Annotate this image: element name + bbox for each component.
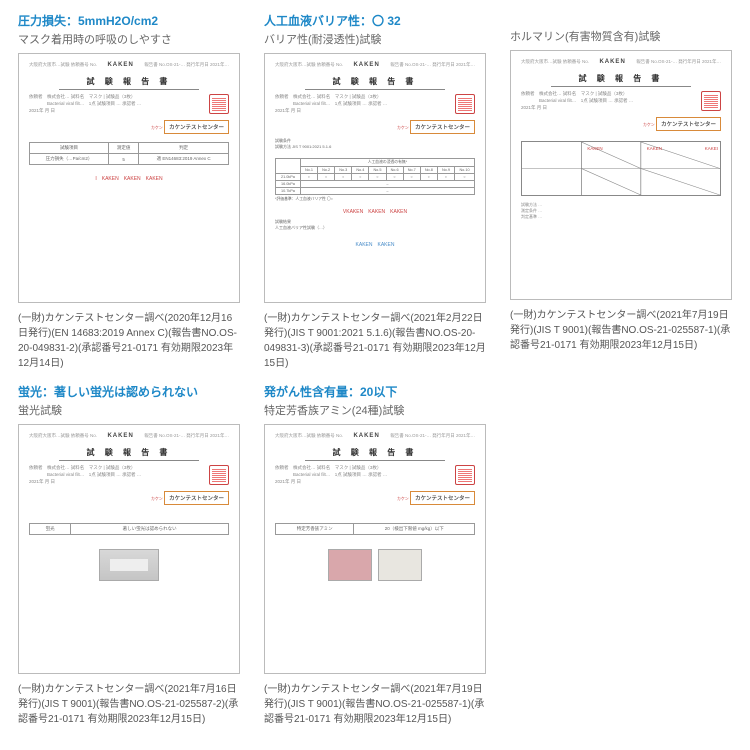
card-subtitle: バリア性(耐浸透性)試験 — [264, 31, 486, 47]
rpt-title: 試 験 報 告 書 — [275, 447, 475, 458]
result-table: 蛍光著しい蛍光は認められない — [29, 523, 229, 535]
sample-photo-white — [378, 549, 422, 581]
rpt-hdr-l: 大阪府大阪市…試験 依頼番号 No. — [29, 433, 97, 439]
note: *評価基準：人工血液バリア性 〇○ — [275, 197, 475, 202]
rpt-title: 試 験 報 告 書 — [29, 447, 229, 458]
card-pressure-loss: 圧力損失：5mmH2O/cm2 マスク着用時の呼吸のしやすさ 大阪府大阪市…試験… — [18, 12, 240, 371]
card-fluorescence: 蛍光：著しい蛍光は認められない 蛍光試験 大阪府大阪市…試験 依頼番号 No. K… — [18, 383, 240, 727]
caption: (一財)カケンテストセンター調べ(2021年7月19日発行)(JIS T 900… — [264, 682, 486, 727]
rpt-meta: 依頼者 株式会社… 試料名 マスク | 試験品（3枚） Bacterial vi… — [29, 94, 145, 114]
card-blood-barrier: 人工血液バリア性：〇 32 バリア性(耐浸透性)試験 大阪府大阪市…試験 依頼番… — [264, 12, 486, 371]
sample-photo-pink — [328, 549, 372, 581]
seal-icon — [455, 94, 475, 114]
card-title: 発がん性含有量：20以下 — [264, 383, 486, 400]
card-formalin: ホルマリン(有害物質含有)試験 大阪府大阪市…試験 依頼番号 No. KAKEN 報… — [510, 12, 732, 371]
report-sheet: 大阪府大阪市…試験 依頼番号 No. KAKEN 報告書 No.OS-21-… 発行… — [264, 53, 486, 303]
org-box: カケンテストセンター — [410, 491, 475, 505]
org-box: カケンテストセンター — [164, 491, 229, 505]
report-grid: 圧力損失：5mmH2O/cm2 マスク着用時の呼吸のしやすさ 大阪府大阪市…試験… — [18, 12, 732, 727]
rpt-title: 試 験 報 告 書 — [29, 76, 229, 87]
card-title: 蛍光：著しい蛍光は認められない — [18, 383, 240, 400]
blue-line: KAKEN KAKEN — [275, 241, 475, 248]
stamp-sm: カケン — [151, 125, 163, 131]
rpt-hdr-r: 報告書 No.OS-21-… 発行年月日 2021年… — [390, 433, 475, 439]
rpt-title: 試 験 報 告 書 — [521, 73, 721, 84]
note: 試験方法 …測定条件 …判定基準 … — [521, 202, 721, 220]
red-line: I KAKEN KAKEN KAKEN — [29, 175, 229, 182]
org-box: カケンテストセンター — [164, 120, 229, 134]
stamp-sm: カケン — [151, 496, 163, 502]
rpt-hdr-r: 報告書 No.OS-21-… 発行年月日 2021年… — [636, 59, 721, 65]
note2: 試験結果人工血液バリア性試験（…） — [275, 219, 475, 231]
rpt-meta: 依頼者 株式会社… 試料名 マスク | 試験品（3枚） Bacterial vi… — [275, 94, 391, 114]
card-subtitle: 蛍光試験 — [18, 402, 240, 418]
rpt-title: 試 験 報 告 書 — [275, 76, 475, 87]
caption: (一財)カケンテストセンター調べ(2021年7月19日発行)(JIS T 900… — [510, 308, 732, 353]
rpt-meta: 依頼者 株式会社… 試料名 マスク | 試験品（3枚） Bacterial vi… — [29, 465, 145, 485]
seal-icon — [209, 465, 229, 485]
rpt-hdr-r: 報告書 No.OS-21-… 発行年月日 2021年… — [144, 62, 229, 68]
seal-icon — [209, 94, 229, 114]
caption: (一財)カケンテストセンター調べ(2020年12月16日発行)(EN 14683… — [18, 311, 240, 371]
rpt-brand: KAKEN — [353, 433, 379, 439]
rpt-brand: KAKEN — [599, 59, 625, 65]
card-subtitle: 特定芳香族アミン(24種)試験 — [264, 402, 486, 418]
caption: (一財)カケンテストセンター調べ(2021年2月22日発行)(JIS T 900… — [264, 311, 486, 371]
seal-icon — [455, 465, 475, 485]
stamp-sm: カケン — [397, 496, 409, 502]
cond-lbl: 試験条件試験方法 JIS T 9001:2021 5.1.6 — [275, 138, 475, 150]
card-title: 圧力損失：5mmH2O/cm2 — [18, 12, 240, 29]
org-box: カケンテストセンター — [656, 117, 721, 131]
seal-icon — [701, 91, 721, 111]
rpt-brand: KAKEN — [353, 62, 379, 68]
report-sheet: 大阪府大阪市…試験 依頼番号 No. KAKEN 報告書 No.OS-21-… 発行… — [510, 50, 732, 300]
rpt-hdr-l: 大阪府大阪市…試験 依頼番号 No. — [29, 62, 97, 68]
card-title: 人工血液バリア性：〇 32 — [264, 12, 486, 29]
org-box: カケンテストセンター — [410, 120, 475, 134]
caption: (一財)カケンテストセンター調べ(2021年7月16日発行)(JIS T 900… — [18, 682, 240, 727]
card-title — [510, 12, 732, 26]
stamp-sm: カケン — [397, 125, 409, 131]
rpt-hdr-l: 大阪府大阪市…試験 依頼番号 No. — [275, 433, 343, 439]
rpt-hdr-r: 報告書 No.OS-21-… 発行年月日 2021年… — [144, 433, 229, 439]
rpt-meta: 依頼者 株式会社… 試料名 マスク | 試験品（3枚） Bacterial vi… — [275, 465, 391, 485]
card-carcinogen: 発がん性含有量：20以下 特定芳香族アミン(24種)試験 大阪府大阪市…試験 依… — [264, 383, 486, 727]
rpt-brand: KAKEN — [107, 62, 133, 68]
sample-photos — [275, 549, 475, 581]
rpt-hdr-r: 報告書 No.OS-21-… 発行年月日 2021年… — [390, 62, 475, 68]
result-table: 特定芳香族アミン20（検出下限値 mg/kg）以下 — [275, 523, 475, 535]
report-sheet: 大阪府大阪市…試験 依頼番号 No. KAKEN 報告書 No.OS-21-… 発行… — [18, 53, 240, 303]
rpt-meta: 依頼者 株式会社… 試料名 マスク | 試験品（3枚） Bacterial vi… — [521, 91, 637, 111]
stamp-sm: カケン — [643, 122, 655, 128]
report-sheet: 大阪府大阪市…試験 依頼番号 No. KAKEN 報告書 No.OS-21-… 発行… — [264, 424, 486, 674]
rpt-brand: KAKEN — [107, 433, 133, 439]
rpt-hdr-l: 大阪府大阪市…試験 依頼番号 No. — [521, 59, 589, 65]
report-sheet: 大阪府大阪市…試験 依頼番号 No. KAKEN 報告書 No.OS-21-… 発行… — [18, 424, 240, 674]
card-subtitle: マスク着用時の呼吸のしやすさ — [18, 31, 240, 47]
red-line: VKAKEN KAKEN KAKEN — [275, 208, 475, 215]
result-table: 試験項目測定値判定 圧力損失（…Pa/cm2）5適 EN14683:2019 A… — [29, 142, 229, 165]
sample-photo — [99, 549, 159, 581]
diagram-box: KAKEN KAKEN KAKEI — [521, 141, 721, 196]
rpt-hdr-l: 大阪府大阪市…試験 依頼番号 No. — [275, 62, 343, 68]
card-subtitle: ホルマリン(有害物質含有)試験 — [510, 28, 732, 44]
barrier-table: 人工血液の浸透の有無* No.1No.2No.3No.4No.5No.6No.7… — [275, 158, 475, 195]
